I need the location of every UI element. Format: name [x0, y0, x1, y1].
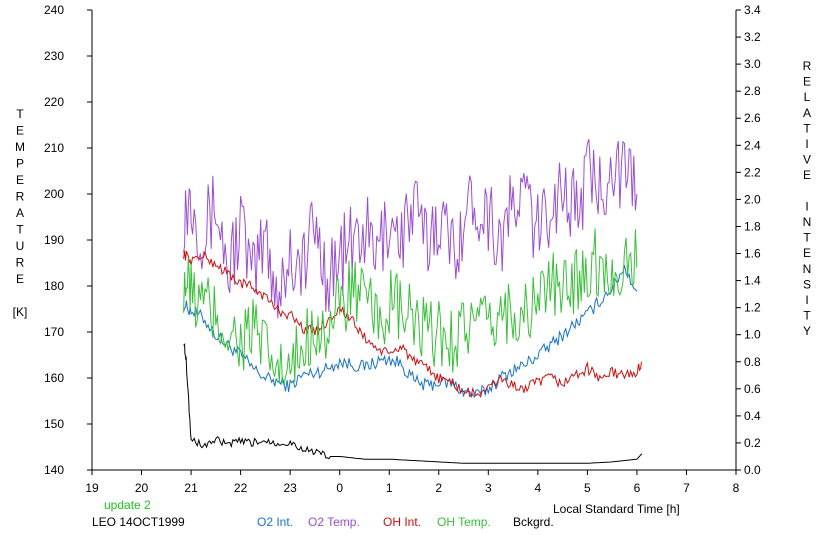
right-y-axis-title-letter: I: [805, 137, 808, 151]
left-y-axis-title-letter: M: [15, 140, 25, 154]
x-tick-label: 6: [634, 481, 641, 495]
left-y-axis-title-letter: E: [16, 173, 24, 187]
right-y-axis-title-letter: I: [805, 293, 808, 307]
right-y-tick-label: 1.0: [744, 328, 761, 342]
right-y-tick-label: 0.2: [744, 436, 761, 450]
x-axis-title: Local Standard Time [h]: [553, 502, 680, 516]
left-y-tick-label: 140: [44, 463, 64, 477]
left-y-axis-title-letter: T: [16, 107, 24, 121]
annotation-station-date: LEO 14OCT1999: [92, 515, 185, 529]
x-tick-label: 22: [234, 481, 248, 495]
x-tick-label: 3: [485, 481, 492, 495]
right-y-tick-label: 3.4: [744, 3, 761, 17]
left-y-tick-label: 180: [44, 279, 64, 293]
left-y-axis-title-letter: R: [16, 256, 25, 270]
left-y-axis-title-letter: A: [16, 206, 24, 220]
x-tick-label: 5: [584, 481, 591, 495]
left-y-tick-label: 220: [44, 95, 64, 109]
right-y-tick-label: 2.2: [744, 165, 761, 179]
left-y-axis-title-letter: R: [16, 190, 25, 204]
x-tick-label: 20: [135, 481, 149, 495]
right-y-tick-label: 3.2: [744, 30, 761, 44]
right-y-axis-title-letter: L: [804, 90, 811, 104]
x-tick-label: 0: [336, 481, 343, 495]
right-y-axis-title-letter: V: [803, 153, 811, 167]
left-y-axis-title-letter: [K]: [13, 305, 28, 319]
legend: O2 Int. O2 Temp. OH Int. OH Temp. Bckgrd.: [257, 515, 554, 529]
left-y-tick-label: 230: [44, 49, 64, 63]
x-tick-label: 19: [85, 481, 99, 495]
x-tick-label: 7: [683, 481, 690, 495]
left-y-tick-label: 170: [44, 325, 64, 339]
left-y-axis-title-letter: T: [16, 223, 24, 237]
annotation-update: update 2: [104, 498, 151, 512]
x-tick-label: 23: [283, 481, 297, 495]
legend-entry-oh-int: OH Int.: [383, 515, 421, 529]
left-y-axis-title-letter: P: [16, 157, 24, 171]
right-y-tick-label: 0.0: [744, 463, 761, 477]
left-y-axis-title-letter: U: [16, 239, 25, 253]
right-y-axis-title-letter: N: [803, 262, 812, 276]
right-y-tick-label: 3.0: [744, 57, 761, 71]
right-y-tick-label: 0.4: [744, 409, 761, 423]
x-tick-label: 2: [435, 481, 442, 495]
left-y-tick-label: 150: [44, 417, 64, 431]
right-y-tick-label: 0.8: [744, 355, 761, 369]
legend-entry-o2-temp: O2 Temp.: [308, 515, 360, 529]
left-y-axis-title-letter: E: [16, 124, 24, 138]
axes: 19 20 21 22 23 0 1 2 3 4 5 6 7 8140150160170180190200…: [44, 3, 761, 495]
right-y-axis-title-letter: E: [803, 75, 811, 89]
legend-entry-o2-int: O2 Int.: [257, 515, 293, 529]
series-line-oh-temp: [183, 228, 638, 387]
right-y-axis-title-letter: R: [803, 59, 812, 73]
x-tick-label: 8: [733, 481, 740, 495]
right-y-tick-label: 1.4: [744, 274, 761, 288]
series-line-o2-temp: [183, 139, 638, 319]
right-y-tick-label: 2.4: [744, 138, 761, 152]
right-y-tick-label: 0.6: [744, 382, 761, 396]
right-y-axis-title-letter: I: [805, 199, 808, 213]
right-y-axis-title-letter: S: [803, 277, 811, 291]
right-y-tick-label: 2.0: [744, 192, 761, 206]
right-y-axis-title-letter: Y: [803, 324, 811, 338]
x-tick-label: 21: [184, 481, 198, 495]
right-y-tick-label: 1.8: [744, 219, 761, 233]
left-y-tick-label: 210: [44, 141, 64, 155]
legend-entry-oh-temp: OH Temp.: [437, 515, 491, 529]
right-y-tick-label: 2.6: [744, 111, 761, 125]
left-y-tick-label: 160: [44, 371, 64, 385]
right-y-tick-label: 1.2: [744, 301, 761, 315]
right-y-tick-label: 1.6: [744, 247, 761, 261]
x-tick-label: 4: [535, 481, 542, 495]
right-y-axis-title-letter: T: [803, 121, 811, 135]
right-y-axis-title-letter: T: [803, 309, 811, 323]
left-y-tick-label: 240: [44, 3, 64, 17]
legend-entry-bckgrd: Bckgrd.: [513, 515, 554, 529]
right-y-axis-title-letter: N: [803, 215, 812, 229]
series-line-oh-int: [183, 249, 643, 398]
series-line-bckgrd: [183, 342, 643, 464]
series-line-o2-int: [183, 264, 638, 399]
right-y-axis-title-letter: E: [803, 246, 811, 260]
series-lines: [183, 139, 643, 464]
right-y-axis-title-letter: E: [803, 168, 811, 182]
left-y-tick-label: 200: [44, 187, 64, 201]
right-y-axis-title-letter: T: [803, 231, 811, 245]
x-tick-label: 1: [386, 481, 393, 495]
right-y-tick-label: 2.8: [744, 84, 761, 98]
right-y-axis-title-letter: A: [803, 106, 811, 120]
left-y-axis-title-letter: E: [16, 272, 24, 286]
left-y-tick-label: 190: [44, 233, 64, 247]
